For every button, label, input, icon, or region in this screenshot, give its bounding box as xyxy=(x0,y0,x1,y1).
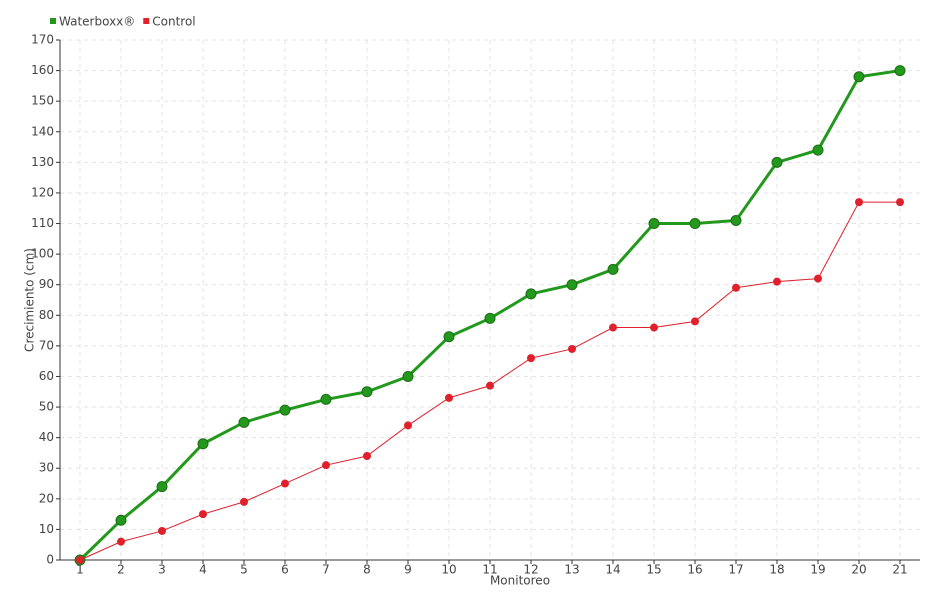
legend-swatch xyxy=(50,18,56,24)
x-tick-label: 5 xyxy=(240,563,248,577)
data-point xyxy=(566,279,578,291)
data-point xyxy=(730,214,742,226)
data-point xyxy=(484,312,496,324)
x-tick-label: 19 xyxy=(810,563,825,577)
data-point xyxy=(855,198,863,207)
data-point xyxy=(691,317,699,326)
data-point xyxy=(197,438,209,450)
legend-swatch xyxy=(143,18,150,24)
data-point xyxy=(689,218,701,230)
y-tick-label: 90 xyxy=(39,277,54,291)
x-tick-label: 3 xyxy=(158,563,166,577)
x-tick-label: 15 xyxy=(646,563,661,577)
y-tick-label: 20 xyxy=(39,491,54,505)
y-tick-label: 40 xyxy=(39,430,54,444)
data-point xyxy=(199,510,207,519)
y-tick-label: 100 xyxy=(31,247,54,261)
data-point xyxy=(76,556,84,564)
y-tick-label: 120 xyxy=(31,185,54,199)
x-tick-label: 4 xyxy=(199,563,207,577)
x-tick-label: 21 xyxy=(892,563,907,577)
data-point xyxy=(281,479,289,488)
x-tick-label: 14 xyxy=(605,563,620,577)
data-point xyxy=(568,344,576,353)
data-point xyxy=(896,198,904,207)
data-point xyxy=(320,393,332,405)
data-point xyxy=(648,218,660,230)
x-tick-label: 12 xyxy=(523,563,538,577)
data-point xyxy=(404,421,412,430)
data-point xyxy=(527,354,535,363)
data-point xyxy=(525,288,537,300)
y-tick-label: 160 xyxy=(31,63,54,77)
x-tick-label: 1 xyxy=(76,563,84,577)
data-point xyxy=(650,323,658,332)
data-point xyxy=(240,497,248,506)
legend-label: Control xyxy=(152,15,195,29)
x-tick-label: 20 xyxy=(851,563,866,577)
y-tick-label: 70 xyxy=(39,338,54,352)
x-tick-label: 7 xyxy=(322,563,330,577)
data-point xyxy=(609,323,617,332)
x-axis-label: Monitoreo xyxy=(490,574,550,588)
legend-label: Waterboxx® xyxy=(59,15,135,29)
x-tick-label: 6 xyxy=(281,563,289,577)
data-point xyxy=(361,386,373,398)
y-tick-label: 10 xyxy=(39,522,54,536)
x-tick-label: 11 xyxy=(482,563,497,577)
y-tick-label: 30 xyxy=(39,461,54,475)
x-tick-label: 10 xyxy=(441,563,456,577)
data-point xyxy=(894,65,906,77)
data-point xyxy=(812,144,824,156)
data-point xyxy=(238,416,250,428)
y-tick-label: 140 xyxy=(31,124,54,138)
x-tick-label: 17 xyxy=(728,563,743,577)
y-tick-label: 110 xyxy=(31,216,54,230)
data-point xyxy=(117,537,125,546)
data-point xyxy=(732,283,740,292)
y-tick-label: 0 xyxy=(46,553,54,567)
data-point xyxy=(158,526,166,535)
data-point xyxy=(853,71,865,83)
data-point xyxy=(607,263,619,275)
data-point xyxy=(814,274,822,283)
y-tick-label: 50 xyxy=(39,400,54,414)
data-point xyxy=(443,331,455,343)
data-point xyxy=(156,481,168,493)
data-point xyxy=(402,370,414,382)
y-tick-label: 170 xyxy=(31,33,54,47)
y-tick-label: 130 xyxy=(31,155,54,169)
data-point xyxy=(279,404,291,416)
x-tick-label: 18 xyxy=(769,563,784,577)
y-tick-label: 80 xyxy=(39,308,54,322)
x-tick-label: 9 xyxy=(404,563,412,577)
y-tick-label: 60 xyxy=(39,369,54,383)
x-tick-label: 16 xyxy=(687,563,702,577)
x-tick-label: 8 xyxy=(363,563,371,577)
data-point xyxy=(445,393,453,402)
data-point xyxy=(771,156,783,168)
x-tick-label: 2 xyxy=(117,563,125,577)
data-point xyxy=(773,277,781,286)
x-tick-label: 13 xyxy=(564,563,579,577)
data-point xyxy=(486,381,494,390)
y-tick-label: 150 xyxy=(31,94,54,108)
y-axis-label: Crecimiento (cm) xyxy=(23,248,37,352)
data-point xyxy=(363,452,371,460)
data-point xyxy=(115,514,127,526)
data-point xyxy=(322,461,330,470)
